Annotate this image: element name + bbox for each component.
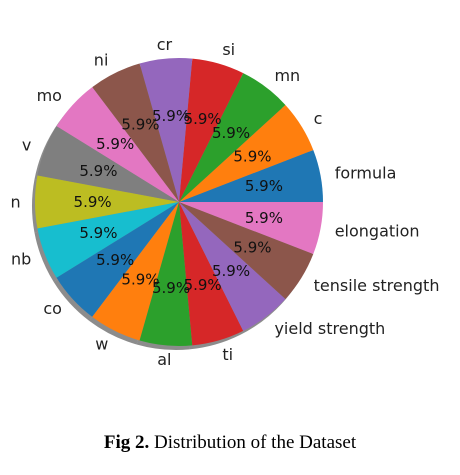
- slice-nb: [37, 202, 180, 278]
- pct-label-co: 5.9%: [96, 251, 134, 269]
- pct-label-cr: 5.9%: [152, 107, 190, 125]
- category-label-mo: mo: [37, 86, 62, 105]
- pct-label-ti: 5.9%: [184, 276, 222, 294]
- slice-co: [56, 202, 179, 317]
- slice-w: [92, 202, 179, 341]
- slice-mo: [56, 87, 179, 202]
- category-label-w: w: [95, 334, 108, 353]
- pct-label-mn: 5.9%: [212, 124, 250, 142]
- slice-ni: [92, 63, 179, 202]
- slice-cr: [139, 57, 193, 202]
- percentage-labels: 5.9%5.9%5.9%5.9%5.9%5.9%5.9%5.9%5.9%5.9%…: [74, 107, 283, 297]
- pct-label-n: 5.9%: [74, 193, 112, 211]
- pct-label-w: 5.9%: [121, 270, 159, 288]
- pie-slices: [34, 57, 323, 347]
- slice-c: [179, 104, 314, 202]
- pct-label-ni: 5.9%: [121, 116, 159, 134]
- pct-label-al: 5.9%: [152, 279, 190, 297]
- category-label-al: al: [157, 350, 171, 369]
- slice-n: [34, 175, 179, 229]
- category-labels: formula c mn si cr ni mo v n nb co w al ti yield stren…: [10, 35, 439, 369]
- pie-chart: 5.9%5.9%5.9%5.9%5.9%5.9%5.9%5.9%5.9%5.9%…: [10, 35, 439, 369]
- category-label-cr: cr: [157, 35, 173, 54]
- figure-caption: Fig 2. Distribution of the Dataset: [0, 432, 460, 454]
- slice-yield-strength: [179, 202, 286, 331]
- slice-mn: [179, 73, 286, 202]
- pct-label-mo: 5.9%: [96, 135, 134, 153]
- pct-label-si: 5.9%: [184, 110, 222, 128]
- category-label-yield-strength: yield strength: [274, 319, 385, 338]
- category-label-v: v: [22, 135, 31, 154]
- slice-ti: [179, 202, 244, 346]
- slice-formula: [179, 149, 323, 202]
- category-label-nb: nb: [11, 250, 31, 269]
- category-label-si: si: [222, 40, 235, 59]
- pct-label-tensile-strength: 5.9%: [233, 238, 271, 256]
- category-label-c: c: [314, 109, 323, 128]
- pct-label-elongation: 5.9%: [245, 209, 283, 227]
- figure-caption-text: Distribution of the Dataset: [149, 432, 357, 453]
- slice-v: [37, 126, 180, 202]
- category-label-ni: ni: [94, 51, 109, 70]
- pct-label-c: 5.9%: [233, 148, 271, 166]
- category-label-formula: formula: [335, 163, 397, 182]
- category-label-elongation: elongation: [335, 222, 420, 241]
- figure-caption-prefix: Fig 2.: [103, 432, 150, 453]
- slice-si: [179, 58, 244, 202]
- category-label-n: n: [10, 193, 20, 212]
- slice-tensile-strength: [179, 202, 314, 300]
- pct-label-nb: 5.9%: [79, 224, 117, 242]
- category-label-co: co: [43, 299, 62, 318]
- slice-elongation: [179, 202, 323, 255]
- category-label-mn: mn: [274, 66, 300, 85]
- category-label-ti: ti: [222, 345, 233, 364]
- pct-label-yield-strength: 5.9%: [212, 262, 250, 280]
- category-label-tensile-strength: tensile strength: [314, 276, 440, 295]
- slice-al: [139, 202, 193, 347]
- pct-label-formula: 5.9%: [245, 177, 283, 195]
- pct-label-v: 5.9%: [79, 162, 117, 180]
